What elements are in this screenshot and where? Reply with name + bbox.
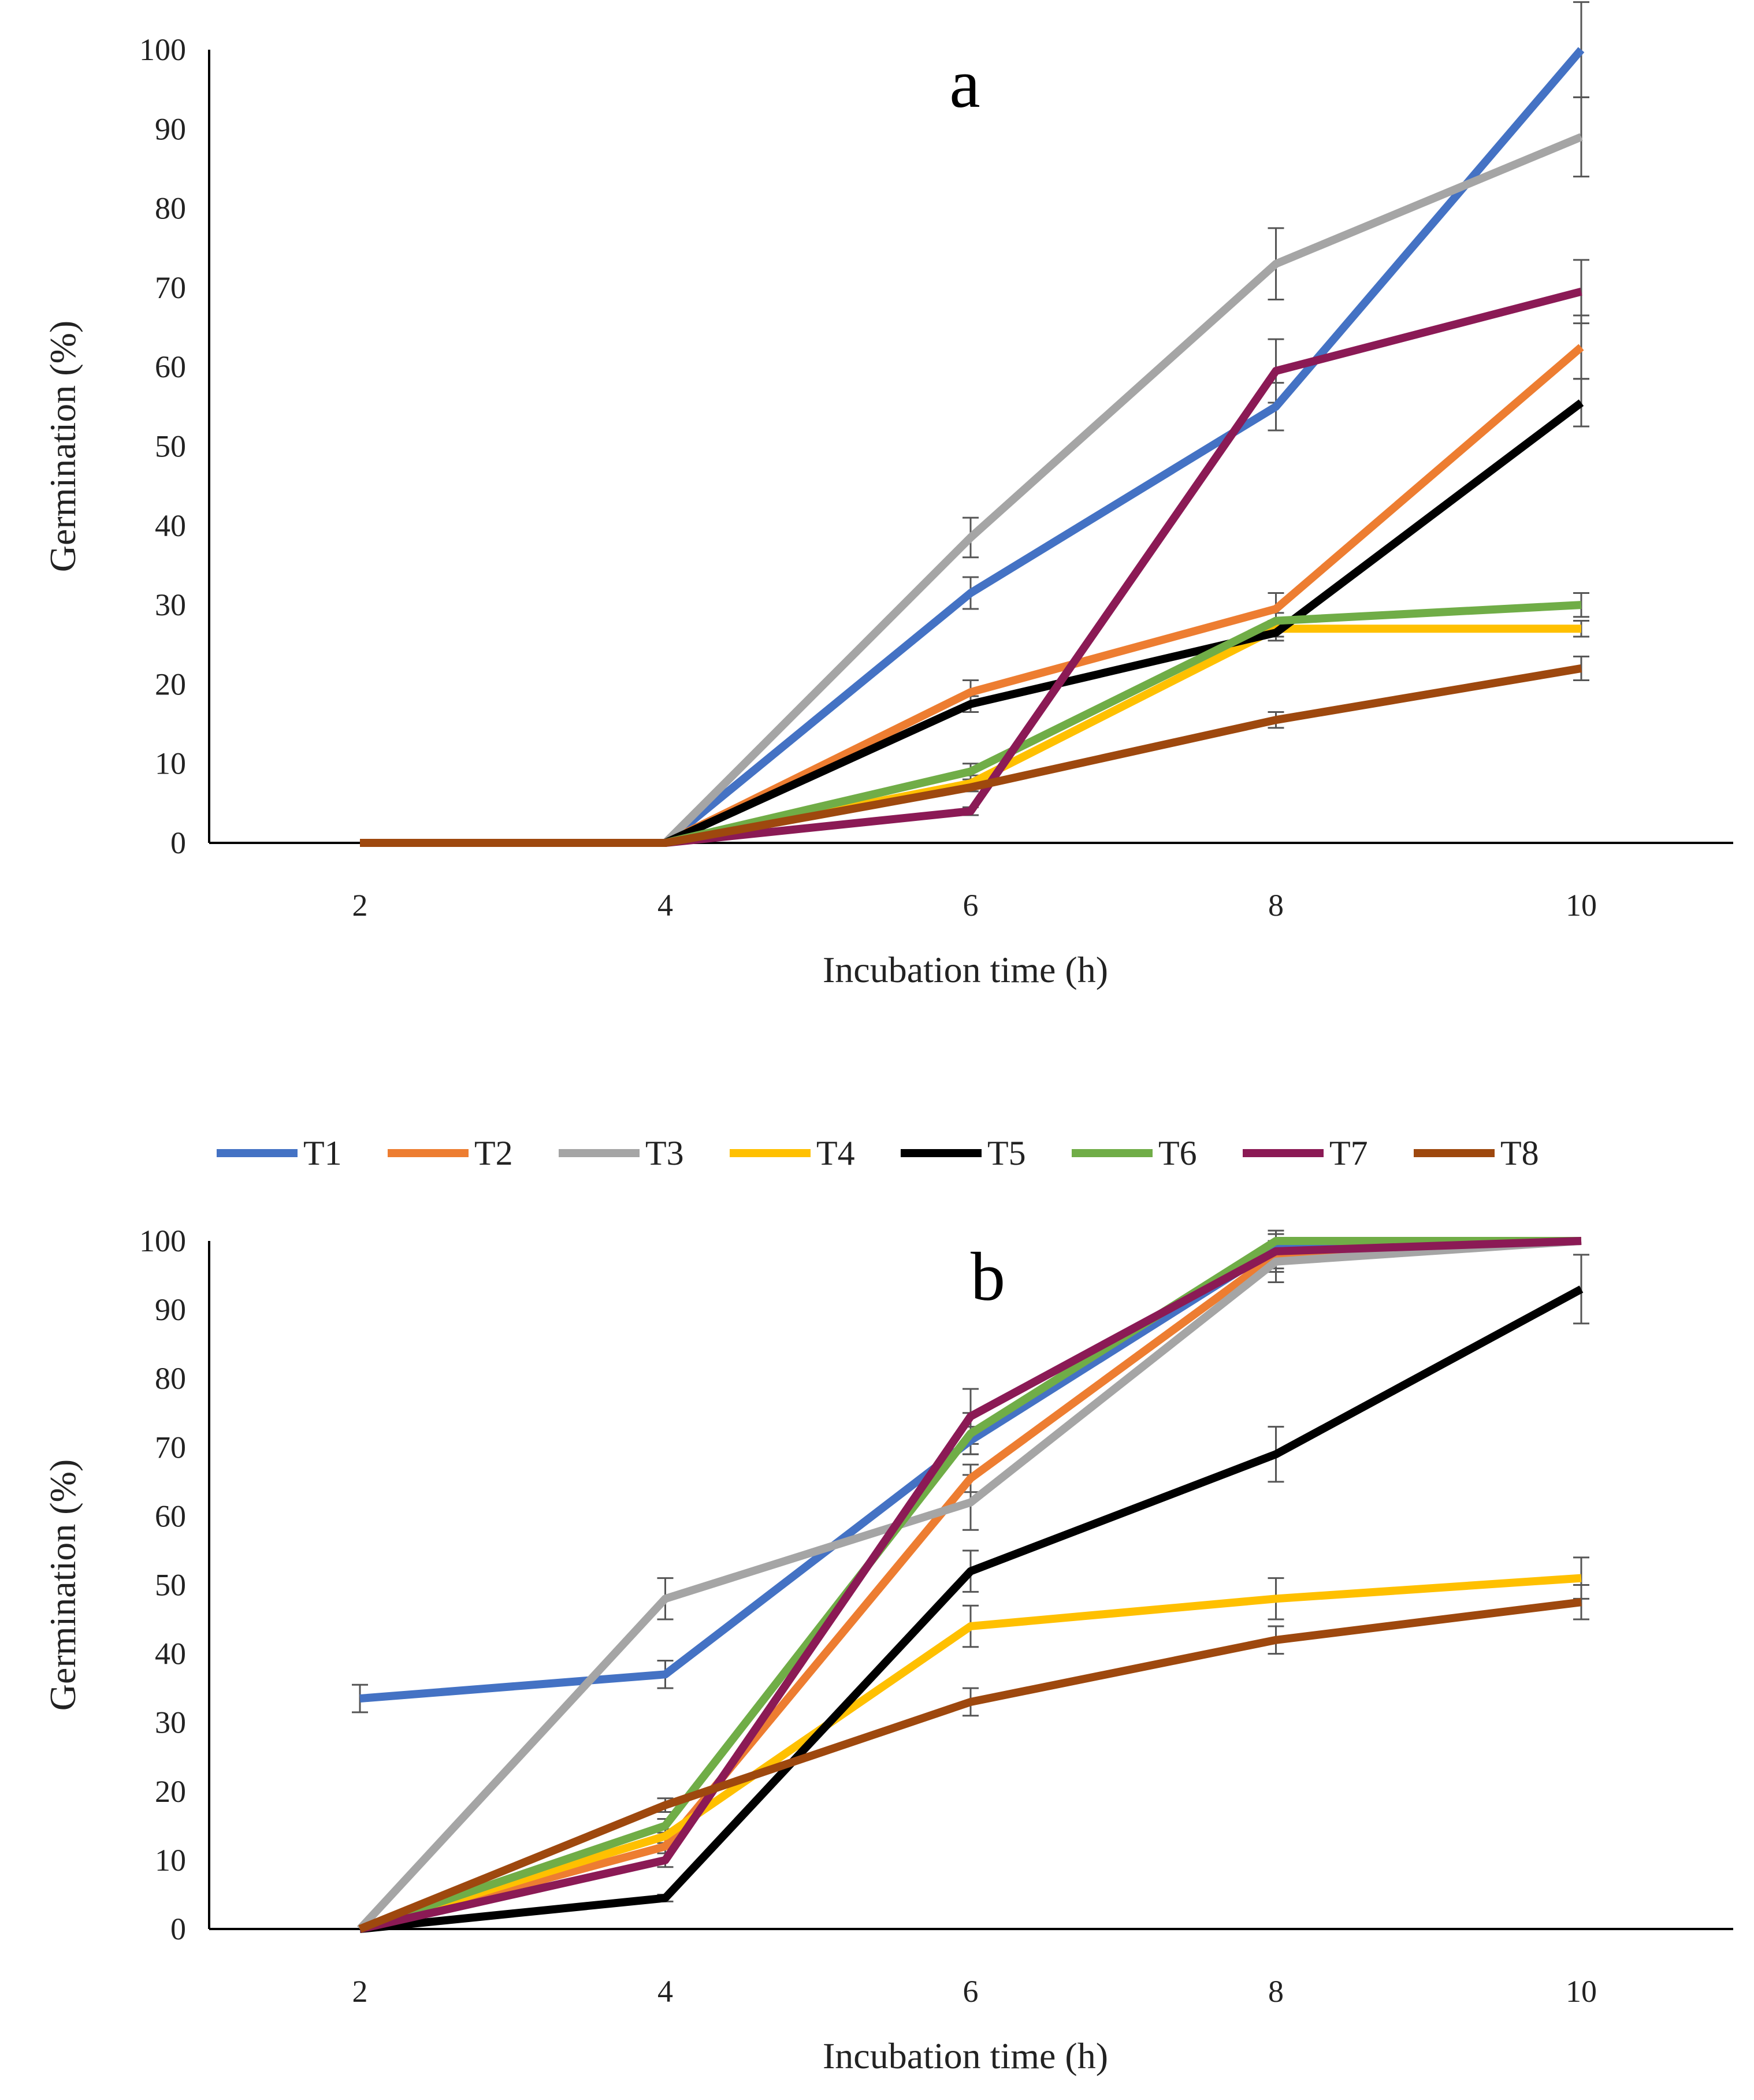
x-axis-title: Incubation time (h) — [823, 2035, 1108, 2076]
y-tick-label: 90 — [155, 111, 186, 146]
y-tick-label: 30 — [155, 588, 186, 622]
x-tick-label: 2 — [352, 1974, 368, 2009]
legend-label-T7: T7 — [1329, 1134, 1368, 1172]
y-tick-label: 100 — [139, 32, 186, 67]
legend-label-T2: T2 — [474, 1134, 513, 1172]
x-tick-label: 6 — [963, 1974, 979, 2009]
x-tick-label: 8 — [1268, 888, 1284, 923]
y-tick-label: 70 — [155, 270, 186, 305]
y-tick-label: 50 — [155, 1568, 186, 1603]
y-tick-label: 0 — [170, 1912, 186, 1946]
y-tick-label: 0 — [170, 826, 186, 860]
y-tick-label: 40 — [155, 1637, 186, 1671]
legend-label-T4: T4 — [816, 1134, 855, 1172]
legend: T1 T2 T3 T4 T5 T6 T7 T8 — [217, 1134, 1539, 1172]
y-axis-title: Germination (%) — [42, 321, 83, 572]
legend-label-T6: T6 — [1158, 1134, 1197, 1172]
chart-panel-a: 0 10 20 30 40 50 60 70 80 90 100 2 4 6 8 10 Incubation t… — [42, 1, 1733, 990]
y-tick-label: 10 — [155, 1843, 186, 1878]
legend-label-T8: T8 — [1500, 1134, 1539, 1172]
series-line-T1 — [360, 47, 1585, 847]
y-tick-label: 100 — [139, 1224, 186, 1258]
y-axis-title: Germination (%) — [42, 1459, 83, 1711]
x-axis-title: Incubation time (h) — [823, 949, 1108, 990]
y-tick-label: 30 — [155, 1705, 186, 1740]
x-tick-label: 10 — [1566, 888, 1597, 923]
panel-label: b — [971, 1238, 1005, 1315]
y-tick-label: 10 — [155, 746, 186, 781]
x-tick-label: 10 — [1566, 1974, 1597, 2009]
y-tick-label: 20 — [155, 667, 186, 701]
y-tick-label: 40 — [155, 508, 186, 543]
series-line-T4 — [358, 1574, 1582, 1933]
y-tick-label: 60 — [155, 1499, 186, 1533]
y-tick-label: 80 — [155, 1361, 186, 1396]
series-line-T3 — [360, 133, 1583, 847]
y-tick-label: 90 — [155, 1292, 186, 1327]
x-tick-label: 2 — [352, 888, 368, 923]
x-tick-label: 8 — [1268, 1974, 1284, 2009]
series-line-T7 — [360, 287, 1582, 847]
legend-label-T5: T5 — [987, 1134, 1026, 1172]
panel-label: a — [949, 45, 980, 122]
y-tick-label: 20 — [155, 1774, 186, 1809]
chart-panel-b: 0 10 20 30 40 50 60 70 80 90 100 2 4 6 8 10 Incubation t… — [42, 1224, 1733, 2076]
y-tick-label: 50 — [155, 429, 186, 464]
y-tick-label: 80 — [155, 191, 186, 226]
legend-label-T3: T3 — [645, 1134, 684, 1172]
x-tick-label: 4 — [657, 888, 673, 923]
legend-label-T1: T1 — [303, 1134, 342, 1172]
y-tick-label: 70 — [155, 1430, 186, 1465]
x-tick-label: 4 — [657, 1974, 673, 2009]
x-tick-label: 6 — [963, 888, 979, 923]
y-tick-label: 60 — [155, 350, 186, 384]
